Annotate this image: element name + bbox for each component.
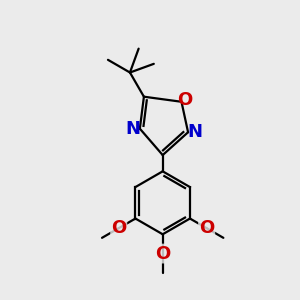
Text: O: O: [177, 91, 193, 109]
Text: N: N: [187, 123, 202, 141]
Text: O: O: [155, 244, 170, 262]
Text: O: O: [199, 219, 214, 237]
Text: O: O: [111, 219, 126, 237]
Text: N: N: [126, 120, 141, 138]
